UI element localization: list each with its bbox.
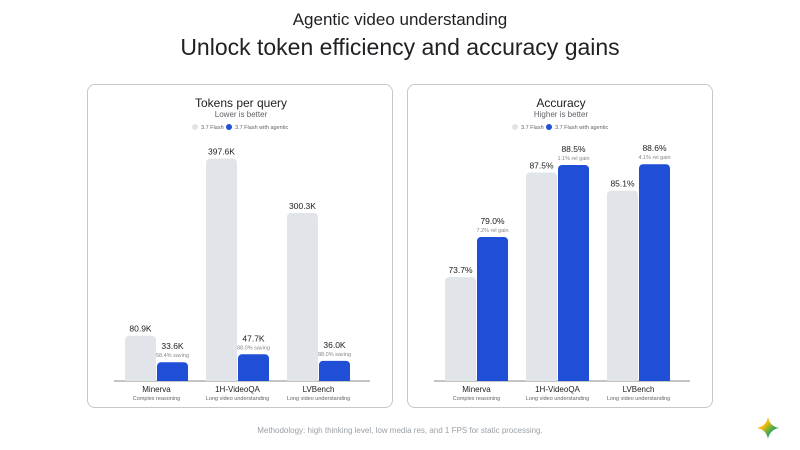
legend-swatch-1	[546, 124, 552, 130]
bar-base-0-2	[287, 377, 318, 381]
legend-label-0: 3.7 Flash	[521, 125, 544, 131]
data-label: 33.6K	[161, 341, 184, 351]
accuracy-chart-panel: Accuracy Higher is better 3.7 Flash 3.7 Fla…	[407, 84, 713, 408]
bar-agentic-2	[319, 360, 350, 381]
legend-label-0: 3.7 Flash	[201, 125, 224, 131]
chart-title: Accuracy	[536, 96, 585, 110]
bar-baseline-0	[125, 335, 156, 381]
bar-baseline-2	[607, 190, 638, 381]
category-sublabel-2: Long video understanding	[287, 396, 350, 402]
bar-baseline-2	[287, 212, 318, 381]
bar-agentic-1	[558, 164, 589, 381]
data-label: 79.0%	[480, 216, 505, 226]
category-label-1: 1H-VideoQA	[215, 385, 260, 394]
bar-base-1-2	[639, 377, 670, 381]
chart-subtitle: Higher is better	[534, 110, 589, 119]
category-label-0: Minerva	[142, 385, 171, 394]
data-label: 80.9K	[129, 324, 152, 334]
data-label: 85.1%	[610, 179, 635, 189]
category-sublabel-1: Long video understanding	[206, 396, 269, 402]
data-label: 73.7%	[448, 265, 473, 275]
bar-base-0-0	[445, 377, 476, 381]
category-sublabel-0: Complex reasoning	[453, 396, 500, 402]
category-label-2: LVBench	[623, 385, 655, 394]
bar-baseline-1	[206, 158, 237, 381]
category-label-1: 1H-VideoQA	[535, 385, 580, 394]
data-note: 1.1% rel gain	[557, 156, 589, 162]
tokens-chart-panel: Tokens per query Lower is better 3.7 Flash…	[87, 84, 393, 408]
bar-base-1-0	[157, 377, 188, 381]
bar-baseline-0	[445, 277, 476, 381]
legend-swatch-0	[512, 124, 518, 130]
data-label: 47.7K	[242, 333, 265, 343]
category-label-2: LVBench	[303, 385, 335, 394]
bar-agentic-0	[477, 236, 508, 381]
data-label: 36.0K	[323, 340, 346, 350]
data-label: 300.3K	[289, 201, 316, 211]
eyebrow-title: Agentic video understanding	[292, 10, 508, 29]
legend-label-1: 3.7 Flash with agentic	[555, 125, 608, 131]
bar-base-0-1	[206, 377, 237, 381]
legend-label-1: 3.7 Flash with agentic	[235, 125, 288, 131]
gemini-sparkle-icon	[757, 417, 779, 439]
data-label: 88.5%	[561, 144, 586, 154]
methodology-note: Methodology: high thinking level, low me…	[257, 426, 543, 435]
chart-subtitle: Lower is better	[215, 110, 268, 119]
bar-baseline-1	[526, 172, 557, 381]
category-sublabel-2: Long video understanding	[607, 396, 670, 402]
category-label-0: Minerva	[462, 385, 491, 394]
data-label: 88.6%	[642, 143, 667, 153]
bar-agentic-2	[639, 164, 670, 381]
legend-swatch-1	[226, 124, 232, 130]
bar-base-1-1	[238, 377, 269, 381]
category-sublabel-0: Complex reasoning	[133, 396, 180, 402]
bar-agentic-1	[238, 354, 269, 381]
category-sublabel-1: Long video understanding	[526, 396, 589, 402]
bar-agentic-0	[157, 362, 188, 381]
legend-swatch-0	[192, 124, 198, 130]
bar-base-1-0	[477, 377, 508, 381]
data-note: 58.4% saving	[156, 353, 189, 359]
bar-base-0-2	[607, 377, 638, 381]
data-label: 87.5%	[529, 161, 554, 171]
data-note: 4.1% rel gain	[638, 155, 670, 161]
data-note: 88.0% saving	[237, 345, 270, 351]
data-note: 88.0% saving	[318, 352, 351, 358]
chart-title: Tokens per query	[195, 96, 287, 110]
data-note: 7.2% rel gain	[476, 228, 508, 234]
bar-base-0-1	[526, 377, 557, 381]
bar-base-1-2	[319, 377, 350, 381]
page-title: Unlock token efficiency and accuracy gai…	[180, 34, 620, 60]
data-label: 397.6K	[208, 147, 235, 157]
bar-base-0-0	[125, 377, 156, 381]
bar-base-1-1	[558, 377, 589, 381]
